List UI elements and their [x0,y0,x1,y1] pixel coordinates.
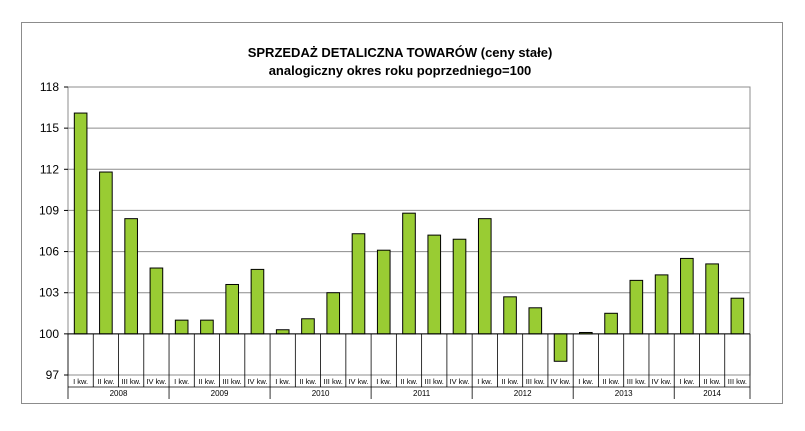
x-tick-label: II kw. [198,377,215,386]
x-axis: I kw. II kw. III kw. IV kw. I kw. II kw. III k… [67,333,751,399]
x-tick-label: IV kw. [247,377,267,386]
x-tick-label: III kw. [728,377,747,386]
bar [124,218,138,335]
x-tick-label: IV kw. [551,377,571,386]
plot-area [67,86,751,376]
bar [250,268,265,335]
x-tick-label: I kw. [578,377,593,386]
bar [174,319,189,335]
bar [604,312,618,335]
bar [376,249,391,335]
bar [528,307,543,335]
bar [225,283,240,335]
year-label: 2009 [211,389,229,398]
y-tick-label: 103 [39,286,59,300]
y-tick-label: 115 [40,121,59,135]
y-axis-ticks: 97 100 103 106 109 112 115 118 [39,80,68,382]
x-tick-label: I kw. [275,377,290,386]
y-tick-label: 109 [39,203,59,217]
x-tick-label: I kw. [73,377,88,386]
x-tick-label: I kw. [376,377,391,386]
bar [149,267,164,335]
year-label: 2013 [615,389,633,398]
bar [503,296,517,335]
bar [705,263,719,335]
year-label: 2012 [514,389,532,398]
bar [301,318,315,335]
bar [351,233,366,335]
x-tick-label: IV kw. [652,377,672,386]
bar [629,279,644,335]
chart-title: SPRZEDAŻ DETALICZNA TOWARÓW (ceny stałe) [248,45,553,60]
bar [402,212,416,335]
x-tick-label: II kw. [400,377,417,386]
y-tick-label: 106 [39,245,59,259]
y-tick-label: 118 [40,80,59,94]
bar [477,218,492,335]
year-label: 2008 [110,389,128,398]
x-tick-label: II kw. [299,377,316,386]
x-tick-label: III kw. [526,377,545,386]
x-tick-label: II kw. [501,377,518,386]
bar [654,274,669,335]
year-label: 2010 [312,389,330,398]
x-tick-label: II kw. [97,377,114,386]
bar [326,292,341,335]
bar [200,319,214,335]
x-tick-label: III kw. [122,377,141,386]
x-tick-label: I kw. [477,377,492,386]
x-tick-label: III kw. [425,377,444,386]
x-tick-label: I kw. [679,377,694,386]
x-tick-label: III kw. [223,377,242,386]
bar [99,171,113,335]
x-tick-label: I kw. [174,377,189,386]
bar [452,238,467,335]
x-tick-label: III kw. [324,377,343,386]
year-label: 2011 [413,389,431,398]
bar [73,112,88,335]
x-tick-label: II kw. [704,377,721,386]
x-tick-label: III kw. [627,377,646,386]
x-tick-label: II kw. [603,377,620,386]
y-tick-label: 97 [46,368,60,382]
bar [427,234,442,335]
bar [553,333,568,362]
year-label: 2014 [703,389,721,398]
x-tick-label: IV kw. [146,377,166,386]
bars [73,112,745,362]
bar [730,297,745,335]
y-tick-label: 100 [39,327,59,341]
bar [275,329,290,335]
chart-subtitle: analogiczny okres roku poprzedniego=100 [269,63,532,78]
x-tick-label: IV kw. [348,377,368,386]
bar [680,257,694,335]
chart-frame [21,22,783,404]
y-tick-label: 112 [40,162,59,176]
x-tick-label: IV kw. [450,377,470,386]
